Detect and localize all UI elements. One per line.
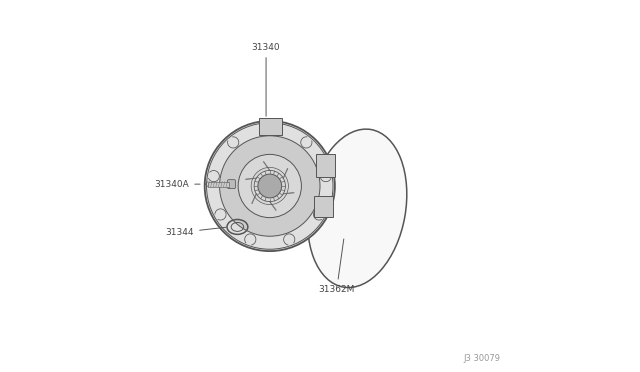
FancyBboxPatch shape [314,196,333,217]
Circle shape [220,136,320,236]
FancyBboxPatch shape [259,118,282,135]
Text: 31340: 31340 [252,43,280,116]
Circle shape [207,123,333,249]
Text: 31344: 31344 [166,227,226,237]
Bar [208,182,228,187]
Circle shape [238,154,301,218]
Circle shape [205,121,335,251]
Text: 31340A: 31340A [154,180,200,189]
Text: J3 30079: J3 30079 [463,354,500,363]
Ellipse shape [308,129,407,288]
FancyBboxPatch shape [228,180,236,189]
FancyBboxPatch shape [316,154,335,177]
Circle shape [258,174,282,198]
Text: 31362M: 31362M [319,239,355,294]
